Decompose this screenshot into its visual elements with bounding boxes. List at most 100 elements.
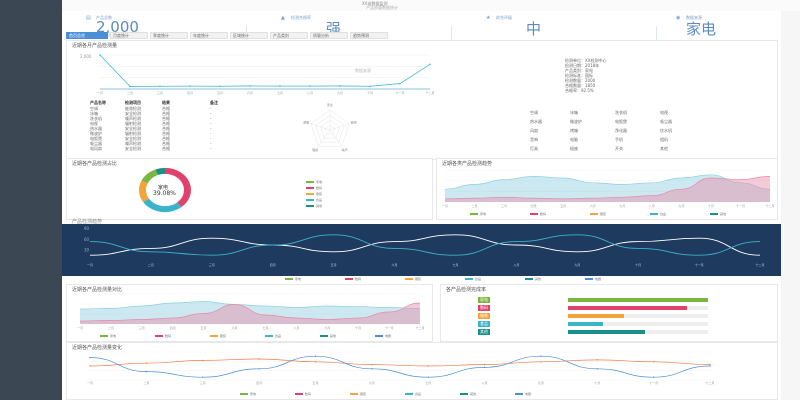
- table-cell: 电饭煲: [90, 136, 102, 141]
- grid-cell: 其他: [660, 146, 668, 151]
- panel-title: 近期各类产品检测趋势: [442, 161, 493, 167]
- x-tick-label: 二月: [127, 91, 133, 95]
- table-cell: 合格: [162, 141, 170, 146]
- x-tick-label: 九月: [324, 325, 330, 330]
- table-cell: 安全检测: [125, 111, 141, 116]
- table-cell: 电风扇: [90, 146, 102, 151]
- legend-item: 服装: [405, 277, 421, 281]
- grid-cell: 电饭煲: [615, 119, 627, 124]
- stat-label: 数据来源: [686, 15, 702, 20]
- table-cell: -: [210, 146, 212, 151]
- x-tick-label: 一月: [87, 381, 93, 385]
- topbar-subtitle: 产品质量数据统计: [366, 5, 398, 10]
- x-tick-label: 九月: [574, 262, 580, 267]
- table-cell: 辐射检测: [125, 121, 141, 126]
- tab-category[interactable]: 产品类别: [270, 32, 308, 39]
- grid-cell: 微波炉: [570, 119, 582, 124]
- tab-yearly[interactable]: 年度统计: [190, 32, 228, 39]
- bar-label: 服装: [478, 313, 490, 319]
- stat-sub: 产品检测数量: [96, 32, 120, 37]
- table-header: 产品名称: [90, 100, 106, 105]
- radar-axis: [310, 123, 331, 131]
- grid-cell: 风扇: [530, 128, 538, 133]
- line-chart-change: 一月 二月 三月 四月 五月 六月 七月 八月 九月 十月 十一月 十二月: [87, 351, 715, 385]
- data-point: [99, 54, 101, 56]
- database-icon: ◉: [676, 15, 681, 21]
- x-tick-label: 九月: [678, 203, 684, 208]
- series-line: [89, 355, 711, 378]
- legend-item: 食品: [265, 334, 281, 338]
- data-point: [429, 63, 431, 66]
- bar: [568, 330, 645, 334]
- donut-slice: [139, 180, 149, 202]
- radar-axis: [318, 129, 331, 147]
- series-line: [89, 234, 761, 256]
- data-point: [427, 365, 429, 367]
- stat-card-source: ◉ 数据来源 家电: [676, 12, 776, 38]
- x-tick-label: 十一月: [649, 380, 658, 385]
- series-line: [444, 176, 771, 200]
- x-tick-label: 八月: [649, 204, 655, 208]
- x-tick-label: 一月: [77, 326, 83, 330]
- x-tick-label: 二月: [143, 381, 149, 385]
- x-tick-label: 六月: [590, 203, 596, 208]
- scrollbar[interactable]: [781, 11, 800, 400]
- bar-label: 其他: [478, 329, 490, 335]
- x-tick-label: 三月: [209, 263, 215, 267]
- radar-ring: [325, 124, 335, 135]
- tab-monthly[interactable]: 月度统计: [110, 32, 148, 39]
- table-cell: -: [210, 121, 212, 126]
- x-tick-label: 四月: [270, 263, 276, 267]
- x-tick-label: 三月: [157, 91, 163, 95]
- x-tick-label: 五月: [201, 326, 207, 330]
- x-tick-label: 四月: [531, 204, 537, 208]
- grid-cell: 插座: [570, 146, 578, 151]
- grid-cell: 相机: [660, 137, 668, 142]
- donut-slice: [165, 167, 191, 208]
- bar: [568, 314, 624, 318]
- table-cell: 辐射检测: [125, 131, 141, 136]
- donut-chart: [139, 167, 191, 213]
- legend-item: 其他: [710, 212, 726, 216]
- x-tick-label: 八月: [307, 91, 313, 95]
- data-point: [309, 85, 311, 87]
- info-line: 合格数量：1850: [565, 83, 596, 88]
- tab-overview[interactable]: 首页总览: [66, 32, 108, 39]
- data-point: [399, 82, 401, 85]
- data-point: [145, 362, 148, 364]
- x-tick-label: 十二月: [705, 380, 714, 385]
- x-tick-label: 五月: [331, 263, 337, 267]
- x-tick-label: 一月: [97, 91, 103, 95]
- radar-label: 能效: [351, 119, 357, 124]
- x-tick-label: 六月: [369, 380, 375, 385]
- data-point: [189, 85, 191, 87]
- panel-title: 近期各月产品检测量: [72, 43, 118, 49]
- table-cell: 安全检测: [125, 146, 141, 151]
- wave-chart: 30 60 90 一月 二月 三月 四月 五月 六月 七月 八月 九月 十月 十一月 十二月: [84, 226, 765, 267]
- tab-region[interactable]: 区域统计: [230, 32, 268, 39]
- bar: [568, 322, 603, 326]
- data-point: [89, 365, 91, 367]
- donut-slice: [155, 167, 165, 175]
- chart-watermark: 数据来源: [355, 68, 371, 73]
- stat-card-rating: ★ 综合评级 中: [486, 12, 636, 38]
- table-cell: 安全检测: [125, 126, 141, 131]
- topbar-title: XX省数据监测: [362, 1, 388, 6]
- donut-slice: [141, 169, 159, 184]
- data-point: [483, 366, 486, 369]
- panel-title: 近期各产品检测量变化: [72, 345, 123, 351]
- tab-quarterly[interactable]: 季度统计: [150, 32, 188, 39]
- info-line: 检测日期：2018年: [565, 63, 600, 68]
- table-cell: -: [210, 116, 212, 121]
- table-cell: 能效检测: [125, 106, 141, 111]
- data-point: [202, 359, 204, 362]
- table-cell: -: [210, 111, 212, 116]
- tab-forecast[interactable]: 趋势预测: [350, 32, 388, 39]
- x-tick-label: 二月: [108, 326, 114, 330]
- x-tick-label: 十月: [594, 380, 600, 385]
- x-tick-label: 八月: [482, 381, 488, 385]
- table-cell: 合格: [162, 146, 170, 151]
- tab-quality[interactable]: 质量分析: [310, 32, 348, 39]
- grid-cell: 音响: [530, 137, 538, 142]
- radar-ring: [310, 109, 350, 147]
